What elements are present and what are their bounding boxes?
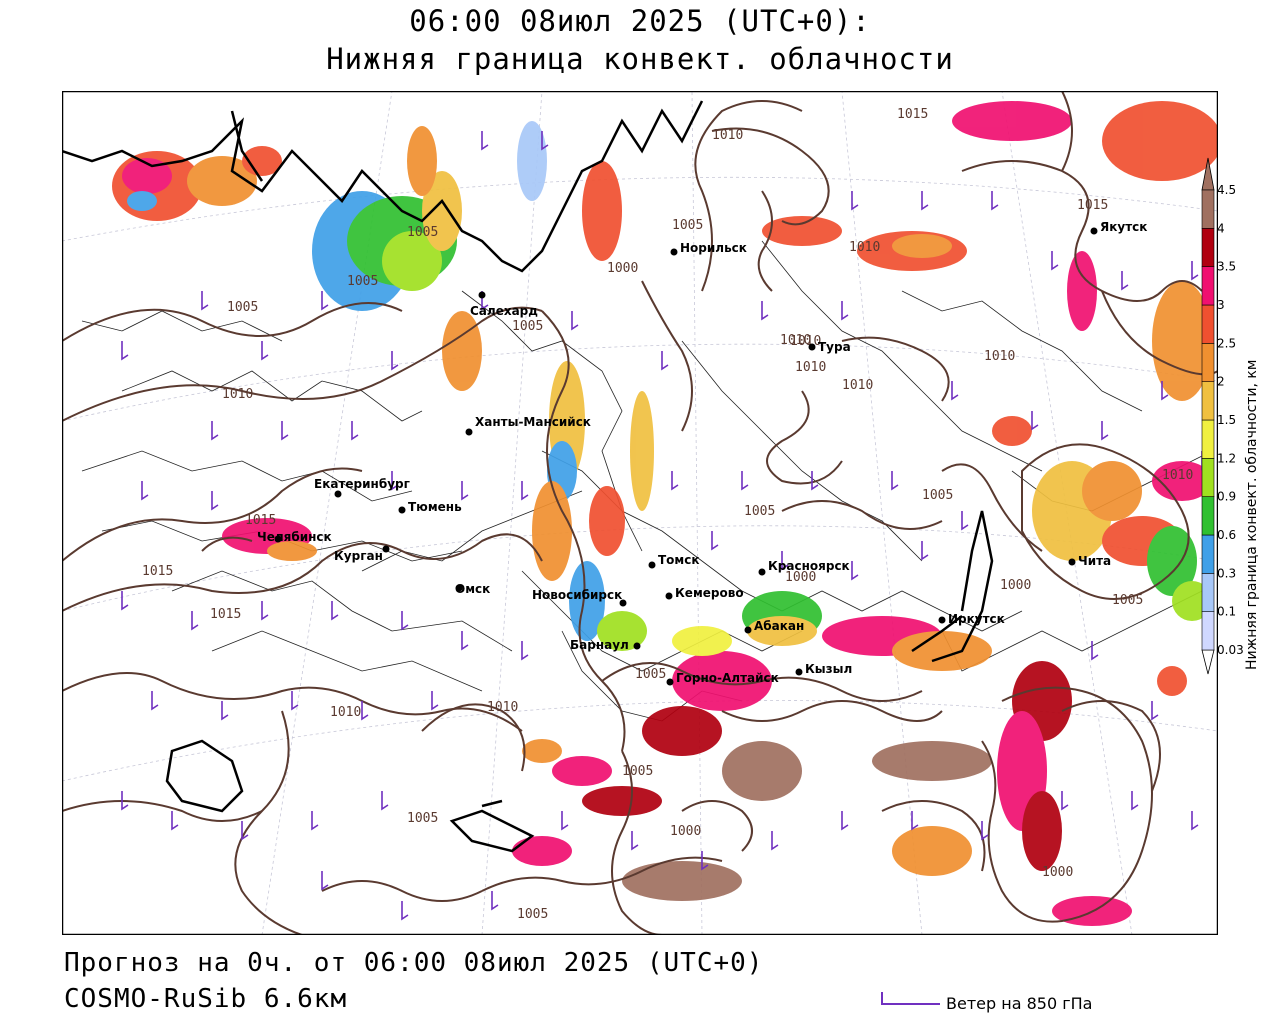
colorbar-swatch	[1201, 266, 1215, 306]
city-label: Кемерово	[675, 586, 744, 600]
city-label: Барнаул	[570, 638, 629, 652]
cities: Норильск Салехард Тура Якутск Ханты-Манс…	[257, 220, 1147, 686]
colorbar-title: Нижняя граница конвект. облачности, км	[1244, 359, 1260, 670]
city-label: Тура	[818, 340, 851, 354]
isobar-label: 1015	[142, 564, 173, 579]
colorbar-swatch	[1201, 381, 1215, 421]
city-label: Кызыл	[805, 662, 852, 676]
isobar-label: 1010	[222, 387, 253, 402]
colorbar-swatch	[1201, 189, 1215, 229]
colorbar-swatch	[1201, 419, 1215, 459]
map-subtitle: Нижняя граница конвект. облачности	[326, 42, 954, 76]
isobar-label: 1010	[780, 333, 811, 348]
city-label: Якутск	[1100, 220, 1147, 234]
isobar-label: 1000	[607, 261, 638, 276]
isobar-label: 1010	[795, 360, 826, 375]
city-label: Красноярск	[768, 559, 850, 573]
colorbar-swatch	[1201, 611, 1215, 651]
isobar-label: 1015	[897, 107, 928, 122]
city-label: Чита	[1078, 554, 1111, 568]
forecast-info: Прогноз на 0ч. от 06:00 08июл 2025 (UTC+…	[64, 948, 764, 978]
city-label: Екатеринбург	[314, 477, 410, 491]
colorbar-arrow-top	[1201, 157, 1215, 191]
colorbar: 0.03 0.1 0.3 0.6 0.9 1.2 1.5 2 2.5 3 3.5 4 4.5	[1201, 157, 1244, 675]
isobar-label: 1005	[922, 488, 953, 503]
isobar-label: 1000	[785, 570, 816, 585]
colorbar-level-label: 0.03	[1217, 643, 1244, 657]
isobar-label: 1005	[635, 667, 666, 682]
colorbar-level-label: 4	[1217, 221, 1225, 235]
city-label: Ханты-Мансийск	[475, 415, 591, 429]
isobar-label: 1010	[984, 349, 1015, 364]
colorbar-swatch	[1201, 304, 1215, 344]
isobar-label: 1005	[622, 764, 653, 779]
isobar-label: 1005	[517, 907, 548, 922]
colorbar-level-label: 1.5	[1217, 413, 1236, 427]
colorbar-level-label: 2.5	[1217, 336, 1236, 350]
colorbar-swatch	[1201, 458, 1215, 497]
isobar-label: 1010	[712, 128, 743, 143]
city-label: Норильск	[680, 241, 747, 255]
isobar-label: 1005	[347, 274, 378, 289]
map-title: 06:00 08июл 2025 (UTC+0):	[409, 4, 871, 38]
isobar-label: 1010	[1162, 468, 1193, 483]
city-label: Горно-Алтайск	[676, 671, 779, 685]
isobar-label: 1005	[512, 319, 543, 334]
isobar-label: 1000	[1042, 865, 1073, 880]
wind-legend-label: Ветер на 850 гПа	[946, 994, 1093, 1013]
isobar-label: 1005	[407, 225, 438, 240]
colorbar-swatch	[1201, 228, 1215, 267]
colorbar-level-label: 0.1	[1217, 605, 1236, 619]
wind-barb-icon	[881, 992, 940, 1005]
isobar-labels: 1015 1010 1005 1010 1010 1005 1000 1005 …	[142, 107, 1193, 922]
city-label: Томск	[658, 553, 700, 567]
colorbar-level-label: 4.5	[1217, 183, 1236, 197]
cloud-base-fill	[112, 101, 1218, 926]
coastlines	[62, 100, 994, 853]
colorbar-level-label: 0.9	[1217, 490, 1236, 504]
isobar-label: 1000	[1000, 578, 1031, 593]
colorbar-swatch	[1201, 343, 1215, 382]
wind-legend	[881, 992, 940, 1005]
colorbar-level-label: 2	[1217, 375, 1225, 389]
isobar-label: 1010	[842, 378, 873, 393]
city-label: Иркутск	[948, 612, 1005, 626]
isobar-label: 1005	[227, 300, 258, 315]
city-label: Курган	[334, 549, 383, 563]
weather-map: 1015 1010 1005 1010 1010 1005 1000 1005 …	[62, 91, 1218, 935]
colorbar-level-label: 0.6	[1217, 528, 1236, 542]
colorbar-level-label: 0.3	[1217, 566, 1236, 580]
city-label: Челябинск	[257, 530, 332, 544]
model-name: COSMO-RuSib 6.6км	[64, 984, 348, 1014]
isobars	[62, 91, 1218, 935]
city-label: Абакан	[754, 619, 804, 633]
isobar-label: 1010	[487, 700, 518, 715]
colorbar-level-label: 3	[1217, 298, 1225, 312]
city-label: Омск	[455, 582, 490, 596]
colorbar-swatch	[1201, 534, 1215, 574]
colorbar-title-wrap: Нижняя граница конвект. облачности, км	[1244, 360, 1274, 670]
city-label: Новосибирск	[532, 588, 622, 602]
isobar-label: 1005	[1112, 593, 1143, 608]
colorbar-level-label: 1.2	[1217, 451, 1236, 465]
colorbar-level-label: 3.5	[1217, 260, 1236, 274]
isobar-label: 1015	[1077, 198, 1108, 213]
isobar-label: 1005	[744, 504, 775, 519]
isobar-label: 1005	[407, 811, 438, 826]
isobar-label: 1015	[210, 607, 241, 622]
isobar-label: 1010	[849, 240, 880, 255]
isobar-label: 1005	[672, 218, 703, 233]
wind-barbs	[121, 131, 1209, 921]
map-frame	[62, 91, 1218, 935]
colorbar-swatch	[1201, 496, 1215, 536]
isobar-label: 1000	[670, 824, 701, 839]
isobar-label: 1015	[245, 513, 276, 528]
city-label: Салехард	[470, 304, 538, 318]
isobar-label: 1010	[790, 334, 821, 349]
isobar-label: 1010	[330, 705, 361, 720]
colorbar-swatch	[1201, 573, 1215, 612]
city-label: Тюмень	[408, 500, 462, 514]
colorbar-arrow-bottom	[1201, 649, 1215, 675]
